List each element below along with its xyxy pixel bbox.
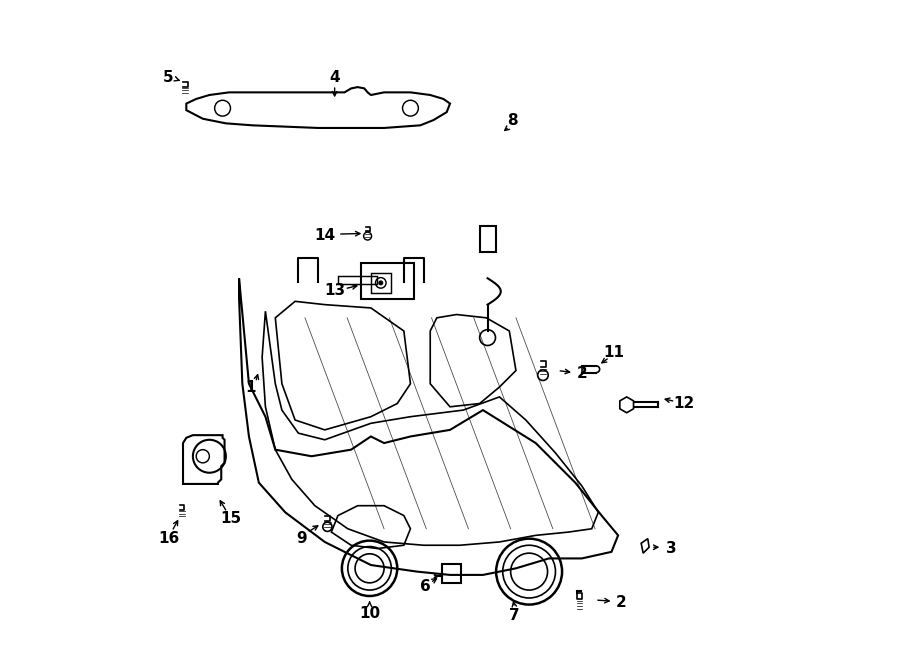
Circle shape (379, 281, 382, 285)
Text: 9: 9 (296, 531, 307, 546)
Text: 3: 3 (665, 541, 676, 556)
Text: 12: 12 (673, 396, 695, 411)
Text: 5: 5 (163, 70, 174, 85)
Text: 4: 4 (329, 70, 340, 85)
Text: 6: 6 (419, 579, 430, 594)
Text: 7: 7 (509, 608, 520, 624)
Text: 14: 14 (314, 228, 336, 243)
Text: 8: 8 (508, 113, 518, 128)
Text: 15: 15 (220, 511, 242, 526)
Text: 10: 10 (359, 606, 380, 621)
Text: 1: 1 (246, 379, 256, 395)
Text: 16: 16 (158, 531, 179, 546)
Text: 11: 11 (603, 345, 624, 359)
Text: 2: 2 (577, 366, 587, 381)
Text: 13: 13 (324, 283, 346, 298)
Text: 2: 2 (616, 595, 626, 610)
